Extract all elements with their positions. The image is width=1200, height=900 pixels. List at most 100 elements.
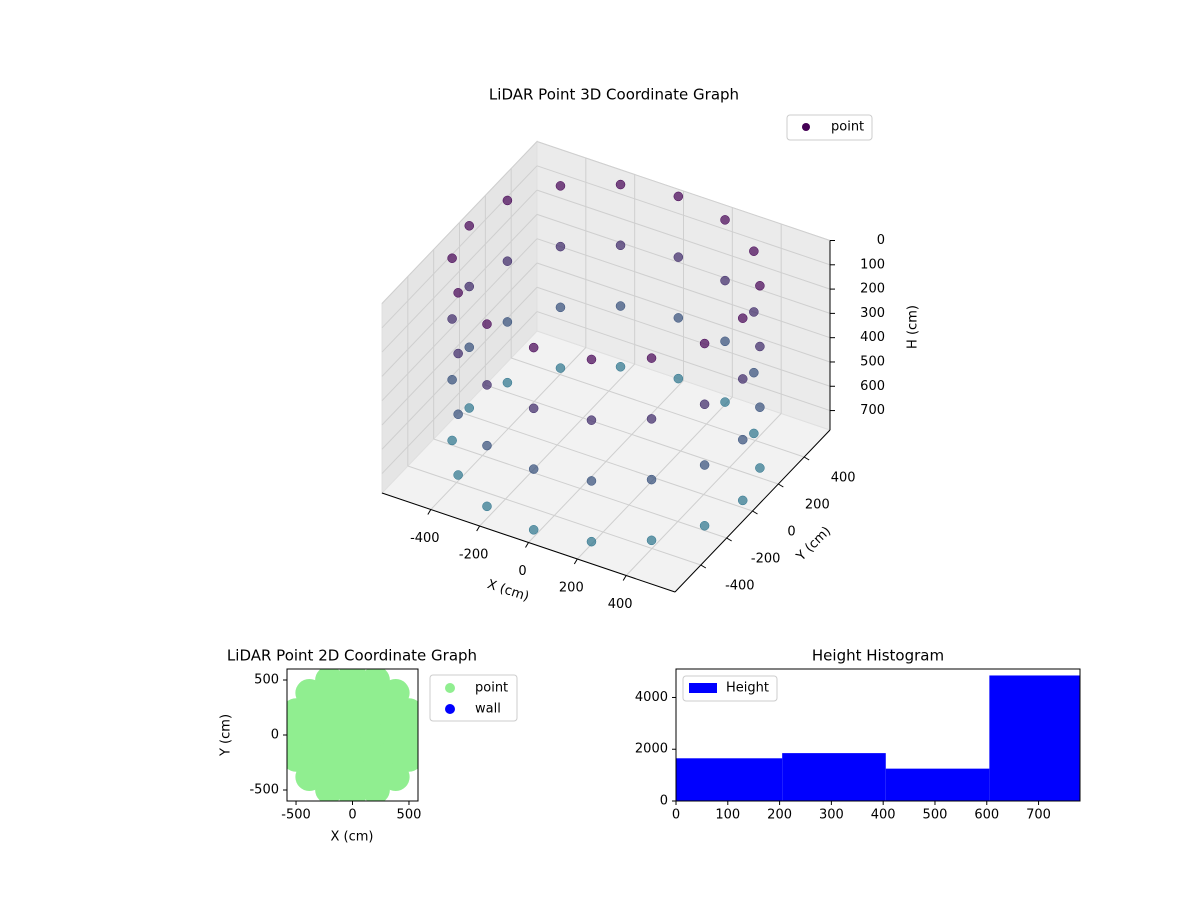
x-axis-label: X (cm) (331, 830, 374, 845)
grid-line (381, 238, 538, 402)
grid-line (407, 465, 701, 566)
point (755, 341, 765, 352)
point (447, 314, 457, 324)
y-tick-label: 500 (254, 673, 279, 688)
point (720, 397, 730, 407)
tick-mark (726, 537, 732, 542)
y-axis-label: Y (cm) (793, 524, 834, 565)
point (586, 415, 597, 425)
x-tick-label: -500 (281, 808, 311, 823)
y-tick-label: 4000 (635, 690, 668, 705)
point (464, 281, 475, 292)
grid-line (381, 286, 538, 450)
z-tick-label: 400 (860, 330, 885, 345)
legend-label: point (475, 681, 508, 696)
y-tick-label: 200 (805, 498, 830, 513)
z-tick-label: 0 (877, 233, 885, 248)
point (699, 460, 710, 470)
point (699, 338, 710, 349)
grid-line (381, 311, 538, 474)
tick-mark (573, 558, 578, 565)
point (528, 403, 539, 414)
y-tick-label: 2000 (635, 742, 668, 757)
point (720, 336, 730, 347)
z-tick-label: 300 (860, 306, 885, 321)
point (338, 669, 367, 690)
grid-line (536, 141, 831, 241)
grid-line (536, 213, 831, 314)
point (615, 362, 626, 372)
point (447, 374, 457, 385)
y-tick-label: -400 (725, 579, 755, 594)
tick-mark (700, 564, 707, 569)
point (749, 428, 759, 439)
point (287, 698, 311, 727)
y-tick-label: -200 (751, 552, 781, 567)
point (737, 313, 748, 323)
point (737, 495, 748, 506)
point (361, 669, 390, 695)
tick-mark (803, 456, 810, 461)
y-tick-label: 400 (831, 471, 856, 486)
point (528, 525, 539, 535)
y-axis-label: Y (cm) (219, 714, 234, 757)
legend-swatch (689, 683, 717, 693)
x-axis-label: X (cm) (485, 577, 531, 605)
point (673, 191, 684, 202)
point (737, 434, 748, 445)
bar (676, 758, 783, 801)
y-tick-label: 0 (271, 728, 279, 743)
z-tick-label: 200 (860, 282, 885, 297)
y-tick-label: -500 (249, 783, 279, 798)
tick-mark (778, 483, 784, 488)
tick-mark (622, 575, 627, 581)
point (755, 463, 765, 473)
point (673, 252, 684, 262)
x-tick-label: -200 (459, 548, 489, 563)
point (394, 743, 418, 772)
chart-title: LiDAR Point 3D Coordinate Graph (489, 86, 739, 104)
point (482, 501, 492, 512)
point (615, 179, 626, 190)
point (353, 735, 382, 764)
point (295, 763, 324, 792)
y-axis-line (674, 429, 831, 593)
point (381, 678, 410, 707)
point (720, 215, 730, 225)
grid-line (536, 238, 831, 339)
y-tick-label: 0 (660, 794, 668, 809)
point (749, 367, 759, 378)
point (482, 380, 492, 390)
point (482, 319, 492, 329)
bar (782, 753, 886, 801)
point (586, 354, 597, 365)
z-tick-label: 600 (860, 379, 885, 394)
point (399, 721, 418, 749)
x-tick-label: 500 (923, 808, 948, 823)
x-axis-line (381, 492, 676, 593)
legend-label: Height (726, 681, 769, 696)
point (555, 363, 566, 373)
grid-line (381, 262, 538, 426)
x-tick-label: 0 (348, 808, 356, 823)
legend-marker (445, 683, 455, 693)
x-tick-label: 500 (397, 808, 422, 823)
point (338, 780, 367, 801)
z-tick-label: 100 (860, 257, 885, 272)
point (447, 253, 457, 263)
point (673, 373, 684, 384)
grid-line (536, 311, 831, 412)
z-tick-label: 500 (860, 354, 885, 369)
grid-line (381, 141, 538, 304)
legend-box (786, 114, 873, 141)
legend-label: wall (475, 702, 501, 717)
point (555, 241, 566, 252)
y-tick-label: 0 (787, 525, 795, 540)
x-tick-label: 600 (974, 808, 999, 823)
point (720, 275, 730, 286)
grid-line (536, 165, 831, 266)
grid-line (381, 189, 538, 353)
point (755, 402, 765, 412)
point (502, 195, 513, 206)
